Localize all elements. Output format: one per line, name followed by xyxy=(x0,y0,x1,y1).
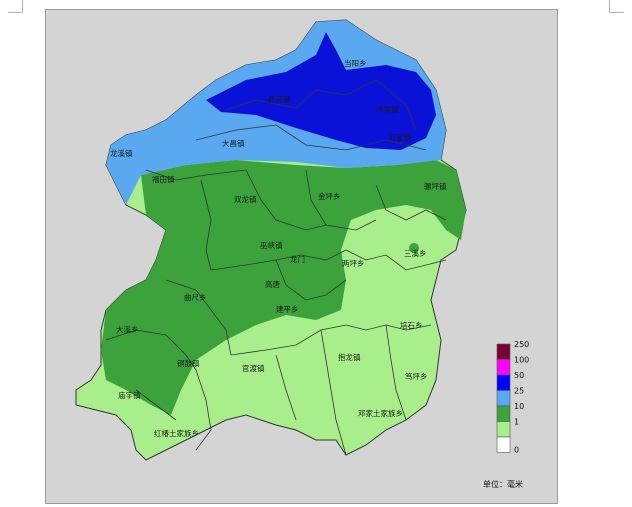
town-label-miaoyu: 庙宇镇 xyxy=(118,390,141,400)
town-label-daxi: 大溪乡 xyxy=(116,324,139,334)
town-label-liangping: 两坪乡 xyxy=(342,259,365,268)
legend-swatch xyxy=(496,405,511,422)
unit-label: 单位：毫米 xyxy=(483,480,523,489)
town-label-longxi: 龙溪镇 xyxy=(110,148,133,158)
rain-spot xyxy=(409,243,419,253)
legend-label: 250 xyxy=(514,340,529,349)
township-boundaries xyxy=(105,79,447,456)
town-label-dengjia: 邓家土家族乡 xyxy=(358,408,403,418)
map-frame: 当阳乡 西河镇 坪坝镇 红星镇 大昌镇 龙溪镇 福田镇 双龙镇 金坪乡 骡坪镇 … xyxy=(45,9,558,504)
town-label-quchi: 曲尺乡 xyxy=(184,292,207,302)
town-label-jiangjun: 红星镇 xyxy=(389,132,412,142)
legend-label: 50 xyxy=(514,371,524,380)
town-label-gaotang: 高唐 xyxy=(265,279,280,289)
town-label-wuxia: 巫峡镇 xyxy=(260,240,283,250)
town-label-baolong: 抱龙镇 xyxy=(338,352,361,362)
precipitation-map: 当阳乡 西河镇 坪坝镇 红星镇 大昌镇 龙溪镇 福田镇 双龙镇 金坪乡 骡坪镇 … xyxy=(75,19,529,461)
town-label-jianping: 建平乡 xyxy=(276,304,299,314)
legend-label: 25 xyxy=(514,387,524,396)
legend-swatch xyxy=(496,359,511,376)
town-label-duping: 笃坪乡 xyxy=(405,371,428,381)
page-corner-mark xyxy=(8,0,23,13)
town-label-tongluo: 铜鼓镇 xyxy=(177,358,200,368)
legend-label: 100 xyxy=(514,356,529,365)
town-label-hongchun: 红椿土家族乡 xyxy=(154,428,199,438)
legend-swatch xyxy=(496,390,511,407)
town-label-peishi: 培石乡 xyxy=(400,320,423,330)
town-label-dangyang: 当阳乡 xyxy=(344,58,367,68)
town-label-jinping: 金坪乡 xyxy=(318,191,341,201)
town-label-shuanglong: 双龙镇 xyxy=(234,194,257,204)
town-label-longmen: 龙门 xyxy=(290,254,305,264)
town-label-guandu: 官渡镇 xyxy=(242,363,265,373)
town-label-dachang: 大昌镇 xyxy=(222,138,245,148)
legend-label: 10 xyxy=(514,402,524,411)
town-label-pingba: 坪坝镇 xyxy=(376,104,399,114)
legend-swatch xyxy=(496,343,511,360)
legend-swatch xyxy=(496,374,511,391)
rain-zone-10-25mm xyxy=(101,160,466,415)
page-corner-mark xyxy=(609,0,624,13)
town-label-tanghu: 骡坪镇 xyxy=(424,181,447,191)
legend-swatch xyxy=(496,421,511,438)
town-labels: 当阳乡 西河镇 坪坝镇 红星镇 大昌镇 龙溪镇 福田镇 双龙镇 金坪乡 骡坪镇 … xyxy=(110,58,447,438)
legend-label: 0 xyxy=(514,446,519,455)
legend-swatch xyxy=(496,436,511,453)
town-label-sanxi: 三溪乡 xyxy=(404,248,427,258)
town-label-xichi: 西河镇 xyxy=(268,94,291,104)
town-label-fuitian: 福田镇 xyxy=(152,174,175,184)
legend-label: 1 xyxy=(514,418,519,427)
